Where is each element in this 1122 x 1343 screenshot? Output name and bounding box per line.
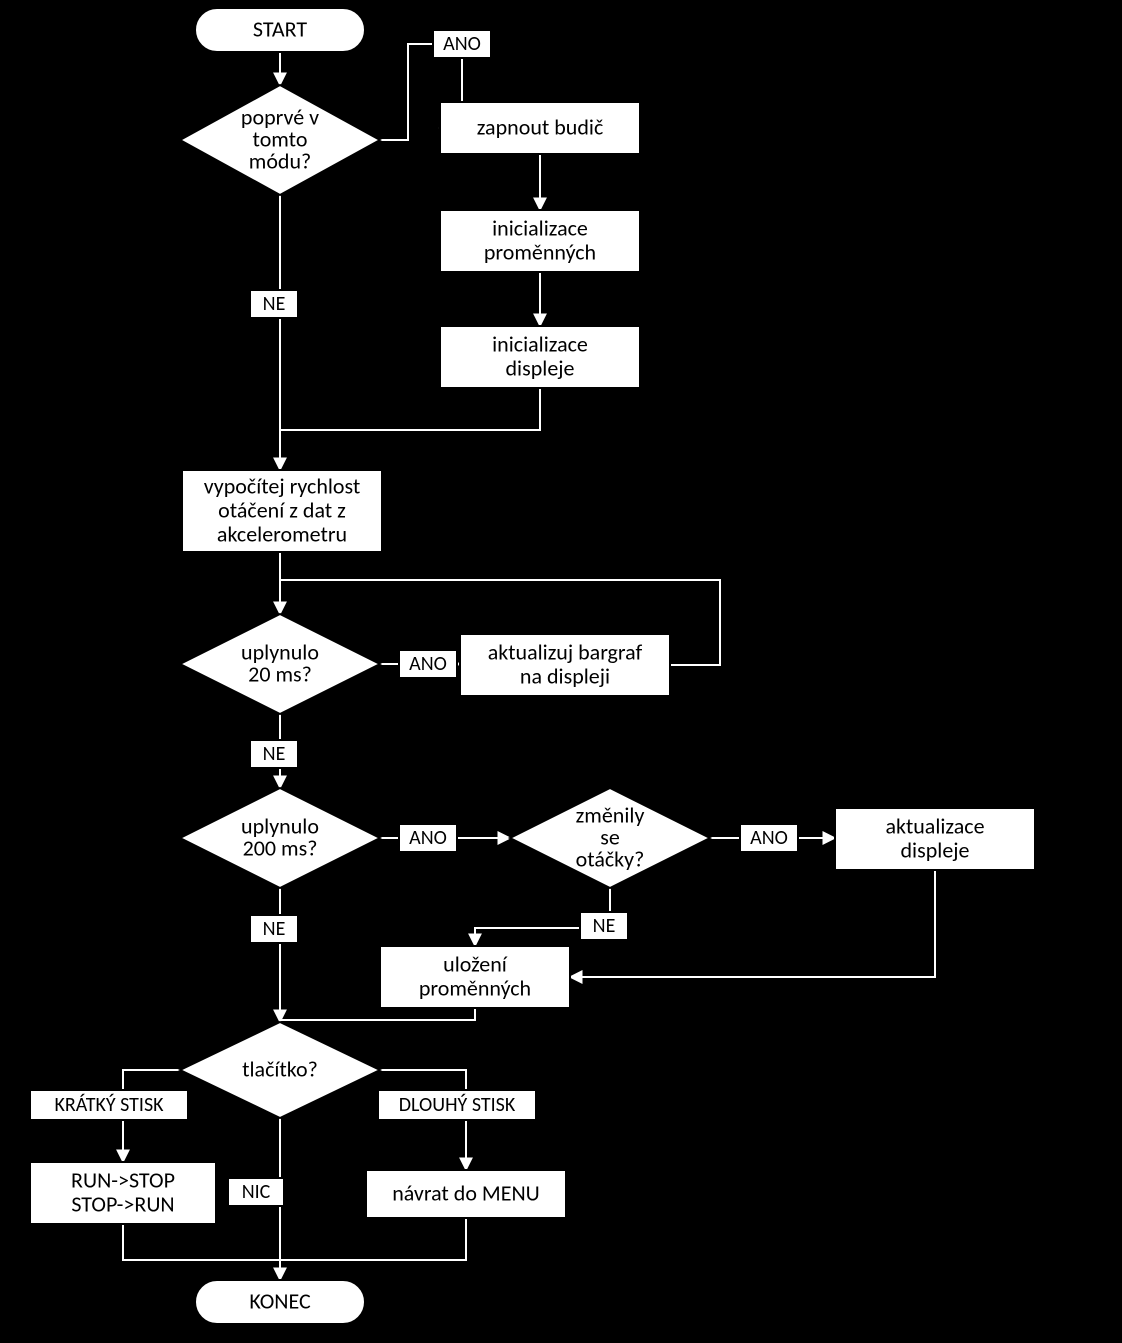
svg-text:200 ms?: 200 ms? <box>243 834 318 861</box>
svg-text:START: START <box>253 15 307 42</box>
svg-text:inicializace: inicializace <box>492 214 588 241</box>
svg-text:STOP->RUN: STOP->RUN <box>71 1190 174 1217</box>
svg-text:displeje: displeje <box>901 836 970 863</box>
edge-labels-layer: ANO NE ANO NE ANO NE ANO NE KRÁTKÝ STISK DLOUHÝ S… <box>30 30 798 1206</box>
svg-text:ANO: ANO <box>750 826 788 850</box>
svg-text:vypočítej rychlost: vypočítej rychlost <box>204 472 361 499</box>
node-d1: poprvé vtomtomódu? <box>180 85 380 195</box>
edge-label-l_nic: NIC <box>228 1178 284 1206</box>
nodes-layer: START poprvé vtomtomódu? zapnout budič inic… <box>30 8 1035 1324</box>
svg-text:RUN->STOP: RUN->STOP <box>71 1166 175 1193</box>
edge-label-l_ano_d4: ANO <box>740 824 798 852</box>
edge-label-l_ne_d2: NE <box>250 740 298 768</box>
svg-text:inicializace: inicializace <box>492 330 588 357</box>
node-p8: RUN->STOPSTOP->RUN <box>30 1162 216 1224</box>
flowchart-canvas: START poprvé vtomtomódu? zapnout budič inic… <box>0 0 1122 1343</box>
node-p1: zapnout budič <box>440 102 640 154</box>
svg-text:aktualizuj bargraf: aktualizuj bargraf <box>488 638 643 665</box>
svg-text:módu?: módu? <box>249 147 312 174</box>
svg-text:NE: NE <box>263 742 286 766</box>
svg-text:ANO: ANO <box>443 32 481 56</box>
svg-text:akcelerometru: akcelerometru <box>217 520 347 547</box>
svg-text:uložení: uložení <box>443 950 508 977</box>
svg-text:zapnout budič: zapnout budič <box>477 113 604 140</box>
node-p9: návrat do MENU <box>366 1170 566 1218</box>
svg-text:ANO: ANO <box>409 826 447 850</box>
node-d2: uplynulo20 ms? <box>180 614 380 714</box>
svg-text:otáčení z dat z: otáčení z dat z <box>218 496 346 523</box>
svg-text:NIC: NIC <box>242 1180 271 1204</box>
edge-label-l_ano_top: ANO <box>433 30 491 58</box>
svg-text:aktualizace: aktualizace <box>885 812 984 839</box>
svg-text:displeje: displeje <box>506 354 575 381</box>
svg-text:otáčky?: otáčky? <box>576 845 645 872</box>
edge-label-l_ne_d3: NE <box>250 915 298 943</box>
svg-text:20 ms?: 20 ms? <box>248 660 312 687</box>
edge-label-l_kratky: KRÁTKÝ STISK <box>30 1090 188 1120</box>
node-p6: aktualizacedispleje <box>835 808 1035 870</box>
svg-text:KONEC: KONEC <box>249 1287 311 1314</box>
svg-text:proměnných: proměnných <box>419 974 531 1001</box>
svg-text:KRÁTKÝ STISK: KRÁTKÝ STISK <box>54 1093 164 1117</box>
node-d4: změnilyseotáčky? <box>510 788 710 888</box>
svg-text:NE: NE <box>263 292 286 316</box>
svg-text:proměnných: proměnných <box>484 238 596 265</box>
svg-text:na displeji: na displeji <box>520 662 610 689</box>
svg-text:návrat do MENU: návrat do MENU <box>392 1179 540 1206</box>
node-d3: uplynulo200 ms? <box>180 788 380 888</box>
edge-label-l_ne_d4: NE <box>580 912 628 940</box>
node-p4: vypočítej rychlostotáčení z dat zakceler… <box>182 470 382 552</box>
svg-text:DLOUHÝ STISK: DLOUHÝ STISK <box>399 1093 516 1117</box>
node-p7: uloženíproměnných <box>380 946 570 1008</box>
svg-text:ANO: ANO <box>409 652 447 676</box>
edge-label-l_dlouhy: DLOUHÝ STISK <box>378 1090 536 1120</box>
node-start: START <box>195 8 365 52</box>
svg-text:tlačítko?: tlačítko? <box>242 1055 318 1082</box>
node-d5: tlačítko? <box>180 1022 380 1118</box>
node-end: KONEC <box>195 1280 365 1324</box>
edge-label-l_ne_d1: NE <box>250 290 298 318</box>
svg-text:NE: NE <box>593 914 616 938</box>
node-p5: aktualizuj bargrafna displeji <box>460 634 670 696</box>
edge-label-l_ano_d3: ANO <box>399 824 457 852</box>
node-p3: inicializacedispleje <box>440 326 640 388</box>
edge-label-l_ano_d2: ANO <box>399 650 457 678</box>
node-p2: inicializaceproměnných <box>440 210 640 272</box>
svg-text:NE: NE <box>263 917 286 941</box>
